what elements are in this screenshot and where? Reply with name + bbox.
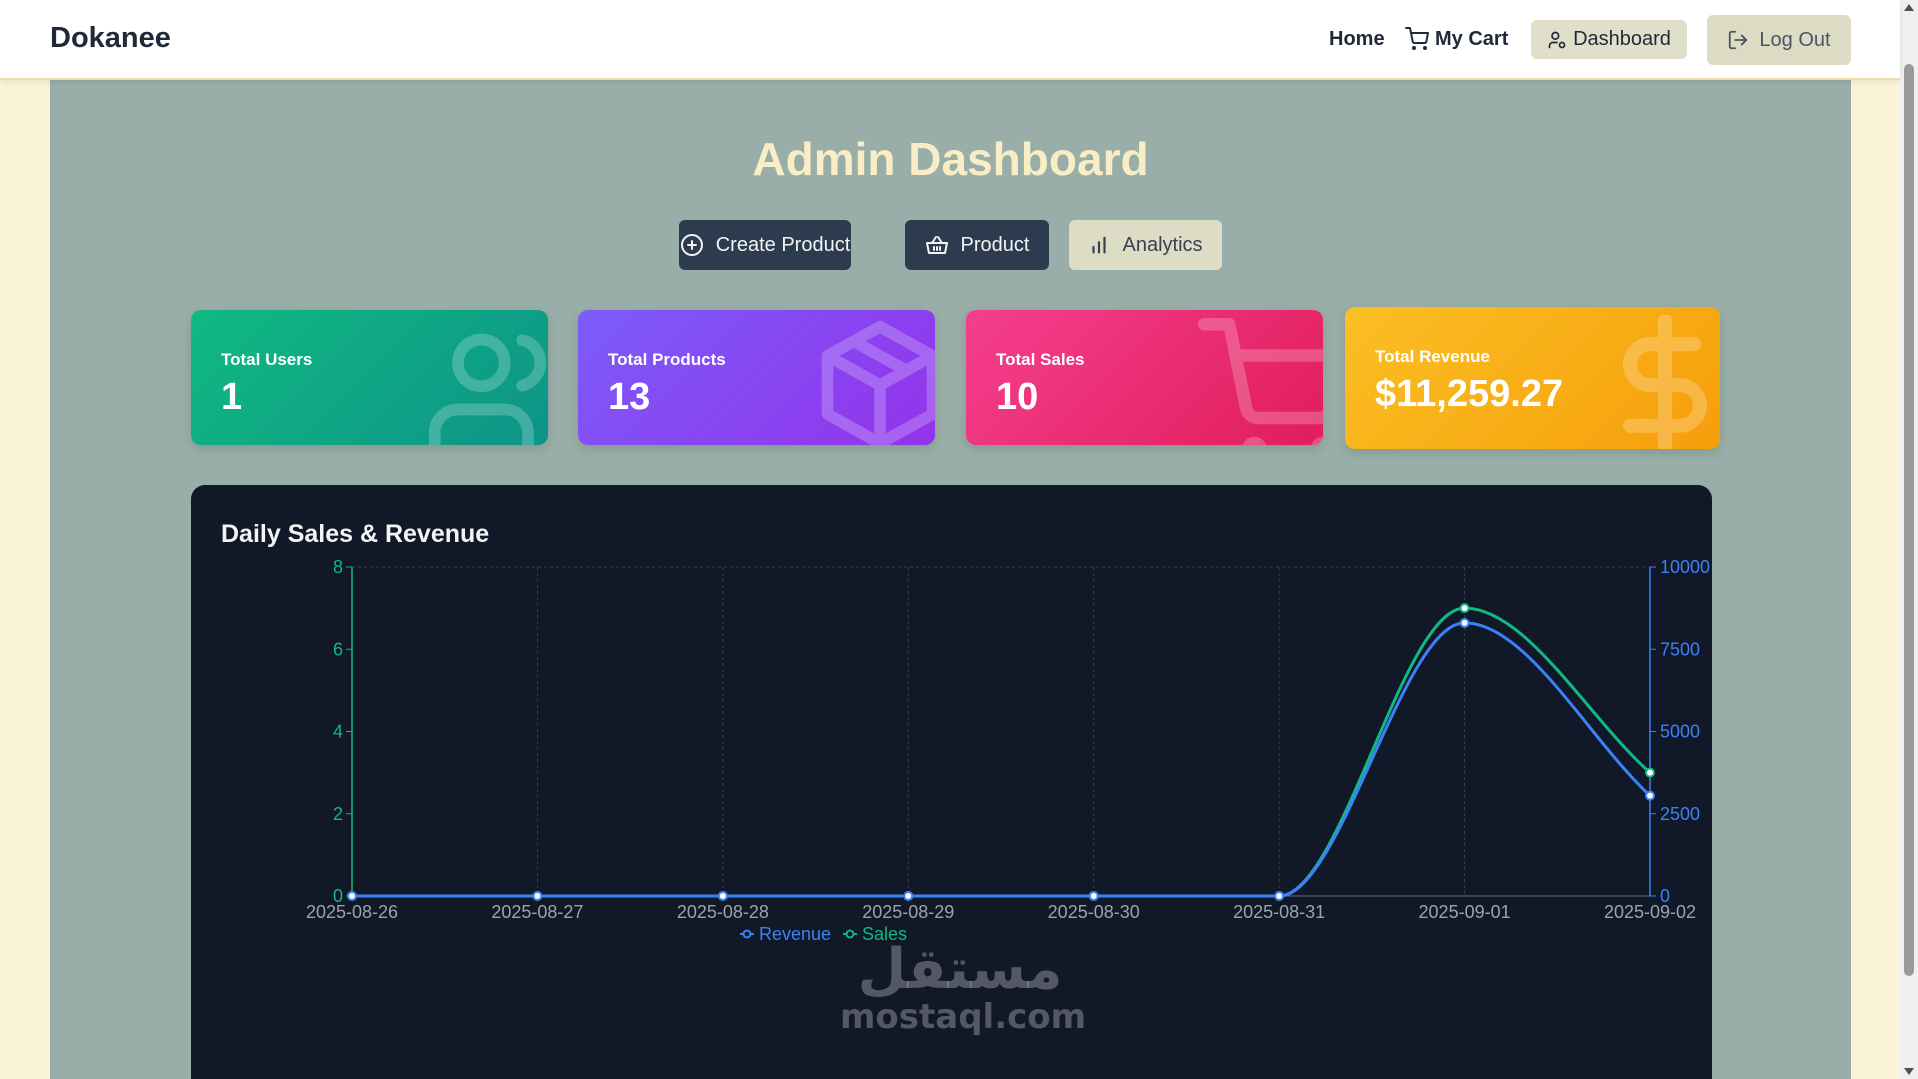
stat-card-users: Total Users 1	[191, 310, 548, 445]
stat-label: Total Users	[221, 350, 313, 369]
nav-cart-label: My Cart	[1435, 27, 1509, 50]
y-right-tick-label: 7500	[1660, 639, 1700, 659]
stat-value: 13	[608, 376, 651, 418]
basket-icon	[925, 236, 948, 254]
data-point-revenue	[1459, 617, 1470, 628]
y-right-tick-label: 0	[1660, 886, 1670, 906]
y-left-tick-label: 0	[333, 886, 343, 906]
cart-icon	[1198, 318, 1323, 445]
data-point-revenue	[1645, 790, 1655, 801]
chart-title: Daily Sales & Revenue	[221, 520, 490, 548]
tab-analytics[interactable]: Analytics	[1069, 220, 1222, 270]
series-line-revenue	[351, 621, 1652, 898]
stat-label: Total Revenue	[1375, 347, 1490, 366]
plus-circle-icon	[680, 234, 703, 256]
y-left-tick-label: 8	[333, 557, 343, 577]
legend-marker-dot	[742, 929, 752, 939]
data-point-revenue	[717, 891, 728, 901]
data-point-revenue	[532, 891, 543, 901]
stat-label: Total Products	[608, 350, 726, 369]
chart-svg: 0 2 4 6 8 0 2500 5000 7500 10000 2025-08-26 2025-08…	[306, 557, 1710, 944]
data-point-sales	[1459, 603, 1470, 614]
brand-logo[interactable]: Dokanee	[50, 22, 171, 54]
y-left-tick-label: 6	[333, 639, 343, 659]
series-line-sales	[351, 606, 1651, 898]
x-tick-label: 2025-08-30	[1048, 902, 1140, 922]
x-tick-label: 2025-09-02	[1604, 902, 1696, 922]
data-point-revenue	[347, 891, 357, 901]
logout-label: Log Out	[1759, 28, 1831, 51]
logout-button[interactable]: Log Out	[1707, 15, 1851, 65]
tab-product[interactable]: Product	[905, 220, 1049, 270]
cart-icon	[1405, 27, 1429, 50]
tab-create-product-label: Create Product	[715, 233, 851, 256]
bar-chart-icon	[1092, 236, 1107, 254]
watermark-arabic: مستقل	[857, 937, 1063, 1002]
data-point-revenue	[1274, 891, 1285, 901]
x-tick-label: 2025-08-29	[862, 902, 954, 922]
x-tick-label: 2025-09-01	[1419, 902, 1511, 922]
dashboard-main: Admin Dashboard Create Product Product A…	[50, 80, 1851, 1079]
y-right-tick-label: 2500	[1660, 804, 1700, 824]
page-scrollbar[interactable]	[1900, 0, 1918, 1079]
user-cog-icon	[1548, 31, 1566, 48]
y-left-tick-label: 4	[333, 722, 343, 742]
nav-home-link[interactable]: Home	[1329, 28, 1385, 50]
y-right-tick-label: 10000	[1660, 557, 1710, 577]
data-point-revenue	[903, 891, 914, 901]
scroll-up-arrow-icon[interactable]	[1904, 4, 1914, 11]
stat-label: Total Sales	[996, 350, 1085, 369]
tab-product-label: Product	[960, 233, 1030, 256]
legend-label: Revenue	[759, 924, 831, 944]
dollar-icon	[1623, 315, 1707, 449]
top-navbar: Dokanee Home My Cart Dashboard Log Out	[0, 0, 1900, 80]
x-tick-label: 2025-08-31	[1233, 902, 1325, 922]
stat-card-sales: Total Sales 10	[966, 310, 1323, 445]
package-icon	[821, 320, 935, 445]
page-title: Admin Dashboard	[752, 133, 1149, 185]
legend-label: Sales	[862, 924, 907, 944]
watermark-latin: mostaql.com	[840, 997, 1087, 1037]
tab-create-product[interactable]: Create Product	[679, 220, 851, 270]
watermark: مستقل mostaql.com	[840, 937, 1087, 1037]
x-tick-label: 2025-08-27	[491, 902, 583, 922]
stat-value: $11,259.27	[1375, 373, 1564, 415]
daily-sales-revenue-chart: Daily Sales & Revenue 0 2 4 6 8 0 2500 5000 7500…	[191, 485, 1712, 1079]
data-point-revenue	[1088, 891, 1099, 901]
stat-value: 10	[996, 376, 1039, 418]
y-right-tick-label: 5000	[1660, 722, 1700, 742]
stat-value: 1	[221, 376, 243, 418]
y-left-tick-label: 2	[333, 804, 343, 824]
stat-card-products: Total Products 13	[578, 310, 935, 445]
x-tick-label: 2025-08-26	[306, 902, 398, 922]
nav-dashboard-label: Dashboard	[1573, 28, 1671, 50]
users-icon	[428, 333, 547, 445]
legend-marker-dot	[845, 929, 855, 939]
scroll-down-arrow-icon[interactable]	[1904, 1068, 1914, 1075]
tab-analytics-label: Analytics	[1122, 233, 1203, 256]
data-point-sales	[1645, 767, 1655, 778]
nav-cart-link[interactable]: My Cart	[1405, 27, 1508, 51]
x-tick-label: 2025-08-28	[677, 902, 769, 922]
logout-icon	[1729, 30, 1748, 50]
nav-dashboard-button[interactable]: Dashboard	[1531, 20, 1687, 59]
stat-card-revenue: Total Revenue $11,259.27	[1345, 307, 1720, 449]
scrollbar-thumb[interactable]	[1904, 64, 1914, 976]
